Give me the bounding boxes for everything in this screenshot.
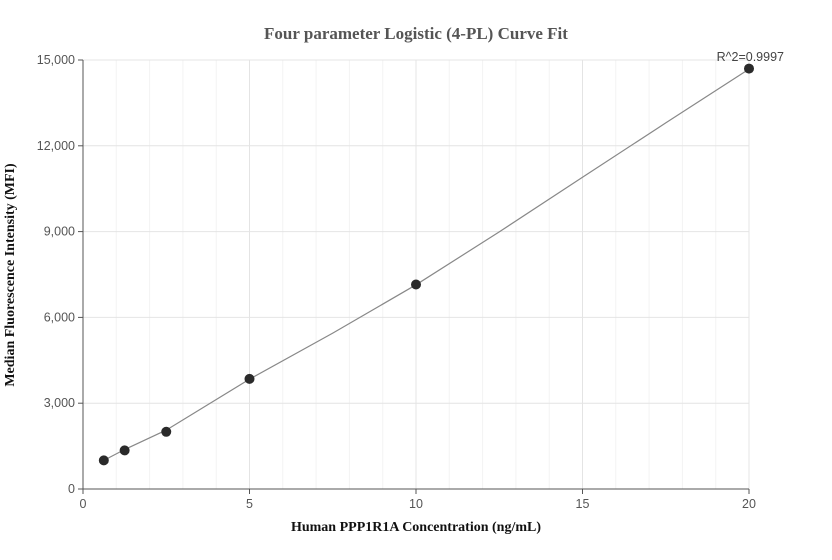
data-point	[744, 63, 754, 74]
data-point	[119, 445, 130, 456]
data-point	[411, 279, 421, 290]
y-axis-ticks: 0 3,000 6,000 9,000 12,000 15,000	[37, 53, 83, 496]
x-axis-ticks: 0 5 10 15 20	[80, 489, 756, 511]
x-tick-label: 15	[576, 497, 590, 511]
data-point	[98, 455, 109, 466]
data-point	[244, 373, 255, 384]
y-tick-label: 0	[68, 482, 75, 496]
y-tick-label: 9,000	[44, 225, 75, 239]
fit-curve-line	[103, 68, 750, 461]
x-axis-title: Human PPP1R1A Concentration (ng/mL)	[291, 520, 541, 535]
y-tick-label: 15,000	[37, 53, 75, 67]
r-squared-annotation: R^2=0.9997	[717, 50, 784, 64]
x-tick-label: 20	[742, 497, 756, 511]
x-tick-label: 10	[409, 497, 423, 511]
y-tick-label: 12,000	[37, 139, 75, 153]
x-tick-label: 5	[246, 497, 253, 511]
chart-title: Four parameter Logistic (4-PL) Curve Fit	[264, 24, 568, 43]
data-point	[161, 426, 172, 437]
y-tick-label: 6,000	[44, 310, 75, 324]
y-tick-label: 3,000	[44, 396, 75, 410]
x-tick-label: 0	[80, 497, 87, 511]
y-axis-title: Median Fluorescence Intensity (MFI)	[3, 163, 18, 387]
data-points	[98, 63, 754, 466]
grid	[83, 59, 750, 489]
